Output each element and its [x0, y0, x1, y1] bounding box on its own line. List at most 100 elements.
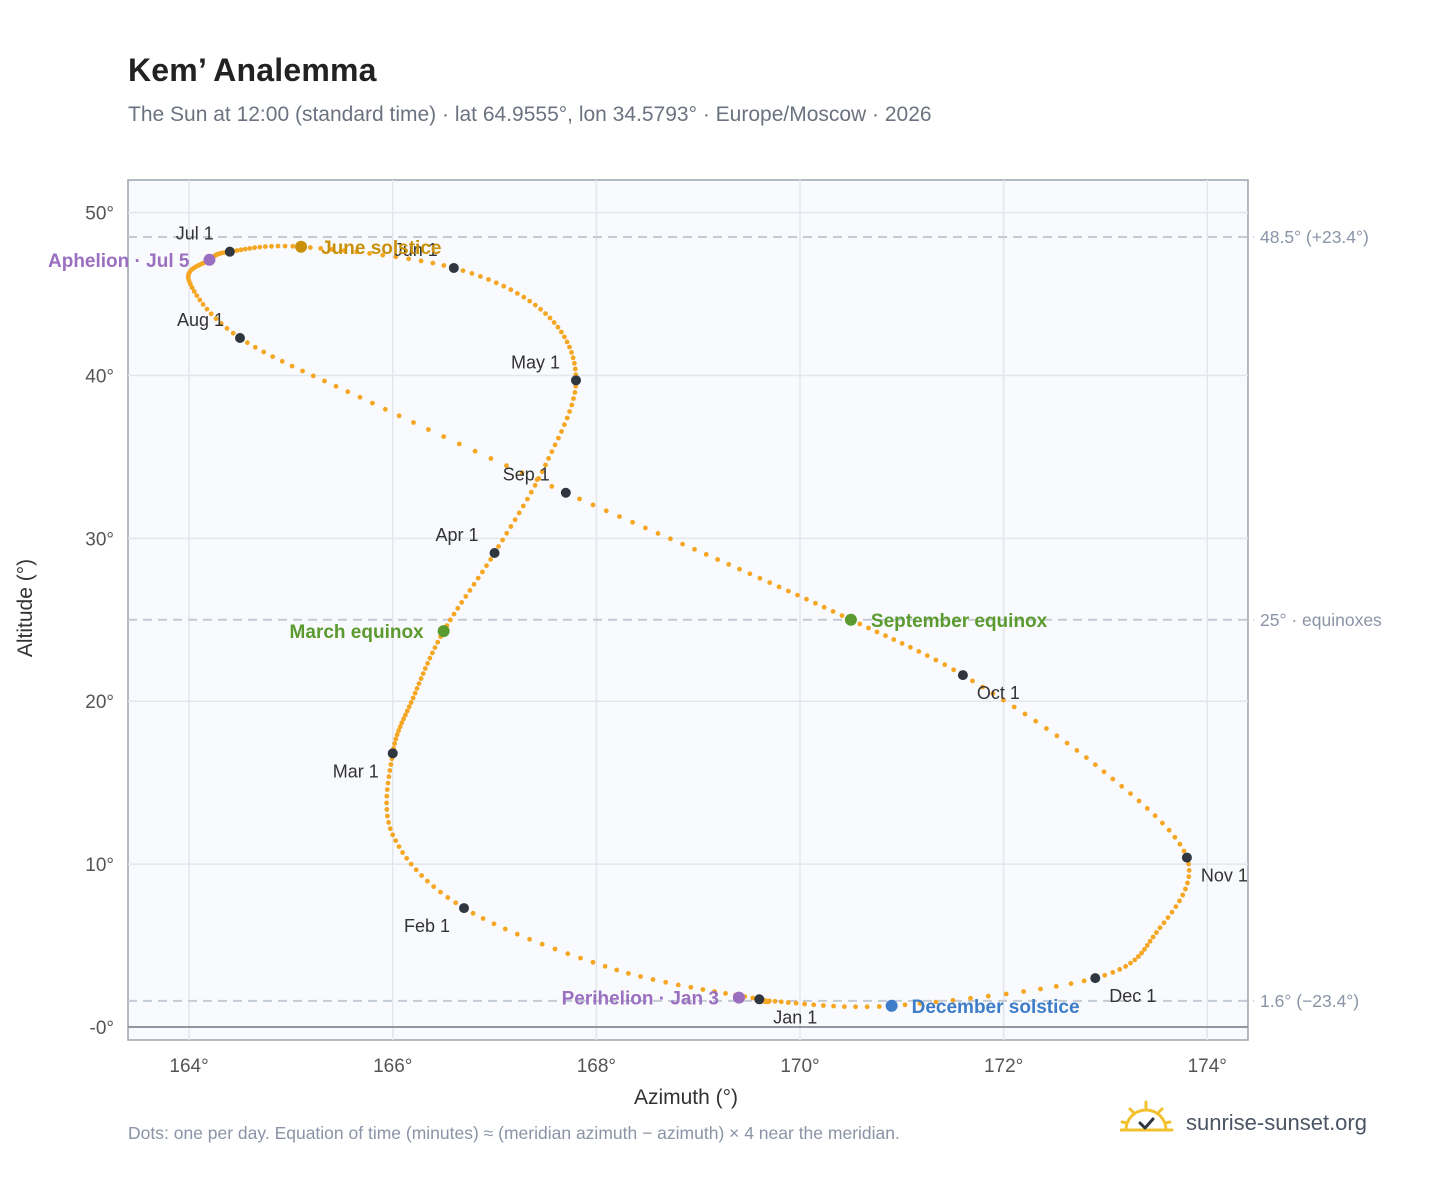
daily-sun-dot	[408, 700, 414, 705]
daily-sun-dot	[484, 563, 489, 569]
daily-sun-dot	[924, 653, 930, 658]
daily-sun-dot	[1053, 984, 1059, 989]
daily-sun-dot	[1102, 972, 1108, 978]
daily-sun-dot	[1084, 755, 1089, 760]
daily-sun-dot	[384, 787, 390, 792]
daily-sun-dot	[626, 971, 631, 976]
daily-sun-dot	[564, 339, 570, 345]
daily-sun-dot	[874, 629, 880, 635]
daily-sun-dot	[950, 997, 956, 1003]
daily-sun-dot	[1092, 762, 1098, 768]
daily-sun-dot	[1186, 874, 1192, 880]
daily-sun-dot	[630, 519, 635, 525]
daily-sun-dot	[261, 349, 267, 355]
daily-sun-dot	[532, 302, 538, 308]
daily-sun-dot	[393, 838, 399, 844]
daily-sun-dot	[668, 536, 673, 542]
daily-sun-dot	[430, 260, 436, 266]
daily-sun-dot	[655, 531, 661, 536]
daily-sun-dot	[386, 774, 392, 780]
daily-sun-dot	[527, 298, 533, 304]
daily-sun-dot	[400, 850, 405, 855]
daily-sun-dot	[643, 525, 648, 531]
daily-sun-dot	[750, 995, 756, 1001]
month-marker-label: May 1	[511, 352, 560, 372]
daily-sun-dot	[275, 243, 281, 249]
daily-sun-dot	[406, 704, 412, 710]
daily-sun-dot	[345, 389, 351, 395]
daily-sun-dot	[441, 434, 447, 439]
y-tick-label: 50°	[85, 204, 114, 225]
daily-sun-dot	[447, 617, 453, 623]
daily-sun-dot	[547, 315, 553, 321]
daily-sun-dot	[453, 900, 459, 906]
daily-sun-dot	[399, 720, 405, 726]
daily-sun-dot	[562, 422, 567, 428]
daily-sun-dot	[556, 435, 561, 441]
daily-sun-dot	[572, 390, 578, 395]
event-label: Perihelion · Jan 3	[562, 989, 719, 1010]
daily-sun-dot	[382, 406, 388, 412]
daily-sun-dot	[394, 732, 400, 738]
daily-sun-dot	[1139, 950, 1144, 956]
daily-sun-dot	[528, 489, 534, 495]
brand[interactable]: sunrise-sunset.org	[1118, 1100, 1367, 1145]
daily-sun-dot	[1169, 909, 1175, 915]
daily-sun-dot	[488, 456, 494, 461]
event-label: September equinox	[871, 611, 1048, 632]
daily-sun-dot	[459, 600, 465, 605]
daily-sun-dot	[1144, 943, 1150, 948]
daily-sun-dot	[341, 248, 347, 254]
month-marker-label: Dec 1	[1109, 986, 1156, 1006]
daily-sun-dot	[534, 477, 540, 483]
daily-sun-dot	[813, 600, 818, 606]
daily-sun-dot	[1160, 820, 1165, 826]
daily-sun-dot	[387, 768, 393, 773]
month-marker-label: Jul 1	[176, 224, 214, 244]
daily-sun-dot	[1147, 938, 1153, 944]
daily-sun-dot	[406, 256, 412, 262]
daily-sun-dot	[390, 832, 396, 838]
daily-sun-dot	[252, 245, 257, 251]
chart-title: Kem’ Analemma	[128, 52, 377, 88]
chart-subtitle: The Sun at 12:00 (standard time) · lat 6…	[128, 103, 932, 126]
daily-sun-dot	[555, 324, 561, 330]
daily-sun-dot	[908, 644, 913, 650]
x-tick-label: 168°	[577, 1056, 616, 1077]
daily-sun-dot	[191, 289, 197, 294]
daily-sun-dot	[569, 402, 575, 408]
daily-sun-dot	[504, 530, 510, 536]
daily-sun-dot	[432, 645, 438, 650]
daily-sun-dot	[968, 995, 973, 1001]
daily-sun-dot	[418, 676, 424, 681]
x-axis-label: Azimuth (°)	[634, 1086, 738, 1109]
daily-sun-dot	[539, 941, 545, 947]
daily-sun-dot	[269, 243, 274, 249]
daily-sun-dot	[397, 724, 403, 730]
daily-sun-dot	[242, 246, 248, 252]
daily-sun-dot	[263, 244, 268, 250]
daily-sun-dot	[1033, 718, 1039, 724]
daily-sun-dot	[410, 695, 416, 701]
daily-sun-dot	[543, 311, 548, 316]
event-label: December solstice	[912, 997, 1080, 1018]
daily-sun-dot	[559, 329, 564, 335]
month-marker-label: Jan 1	[773, 1007, 817, 1027]
daily-sun-dot	[247, 246, 253, 251]
daily-sun-dot	[1128, 960, 1133, 966]
daily-sun-dot	[786, 588, 791, 594]
daily-sun-dot	[1186, 868, 1192, 873]
x-tick-label: 166°	[373, 1056, 412, 1077]
daily-sun-dot	[571, 396, 576, 401]
daily-sun-dot	[329, 247, 335, 252]
month-marker-label: Jun 1	[394, 240, 438, 260]
daily-sun-dot	[508, 524, 514, 529]
daily-sun-dot	[942, 662, 948, 668]
daily-sun-dot	[396, 844, 402, 849]
daily-sun-dot	[370, 400, 375, 406]
daily-sun-dot	[1101, 769, 1107, 775]
daily-sun-dot	[776, 584, 782, 590]
daily-sun-dot	[821, 604, 827, 610]
daily-sun-dot	[980, 684, 985, 690]
x-tick-label: 172°	[984, 1056, 1023, 1077]
